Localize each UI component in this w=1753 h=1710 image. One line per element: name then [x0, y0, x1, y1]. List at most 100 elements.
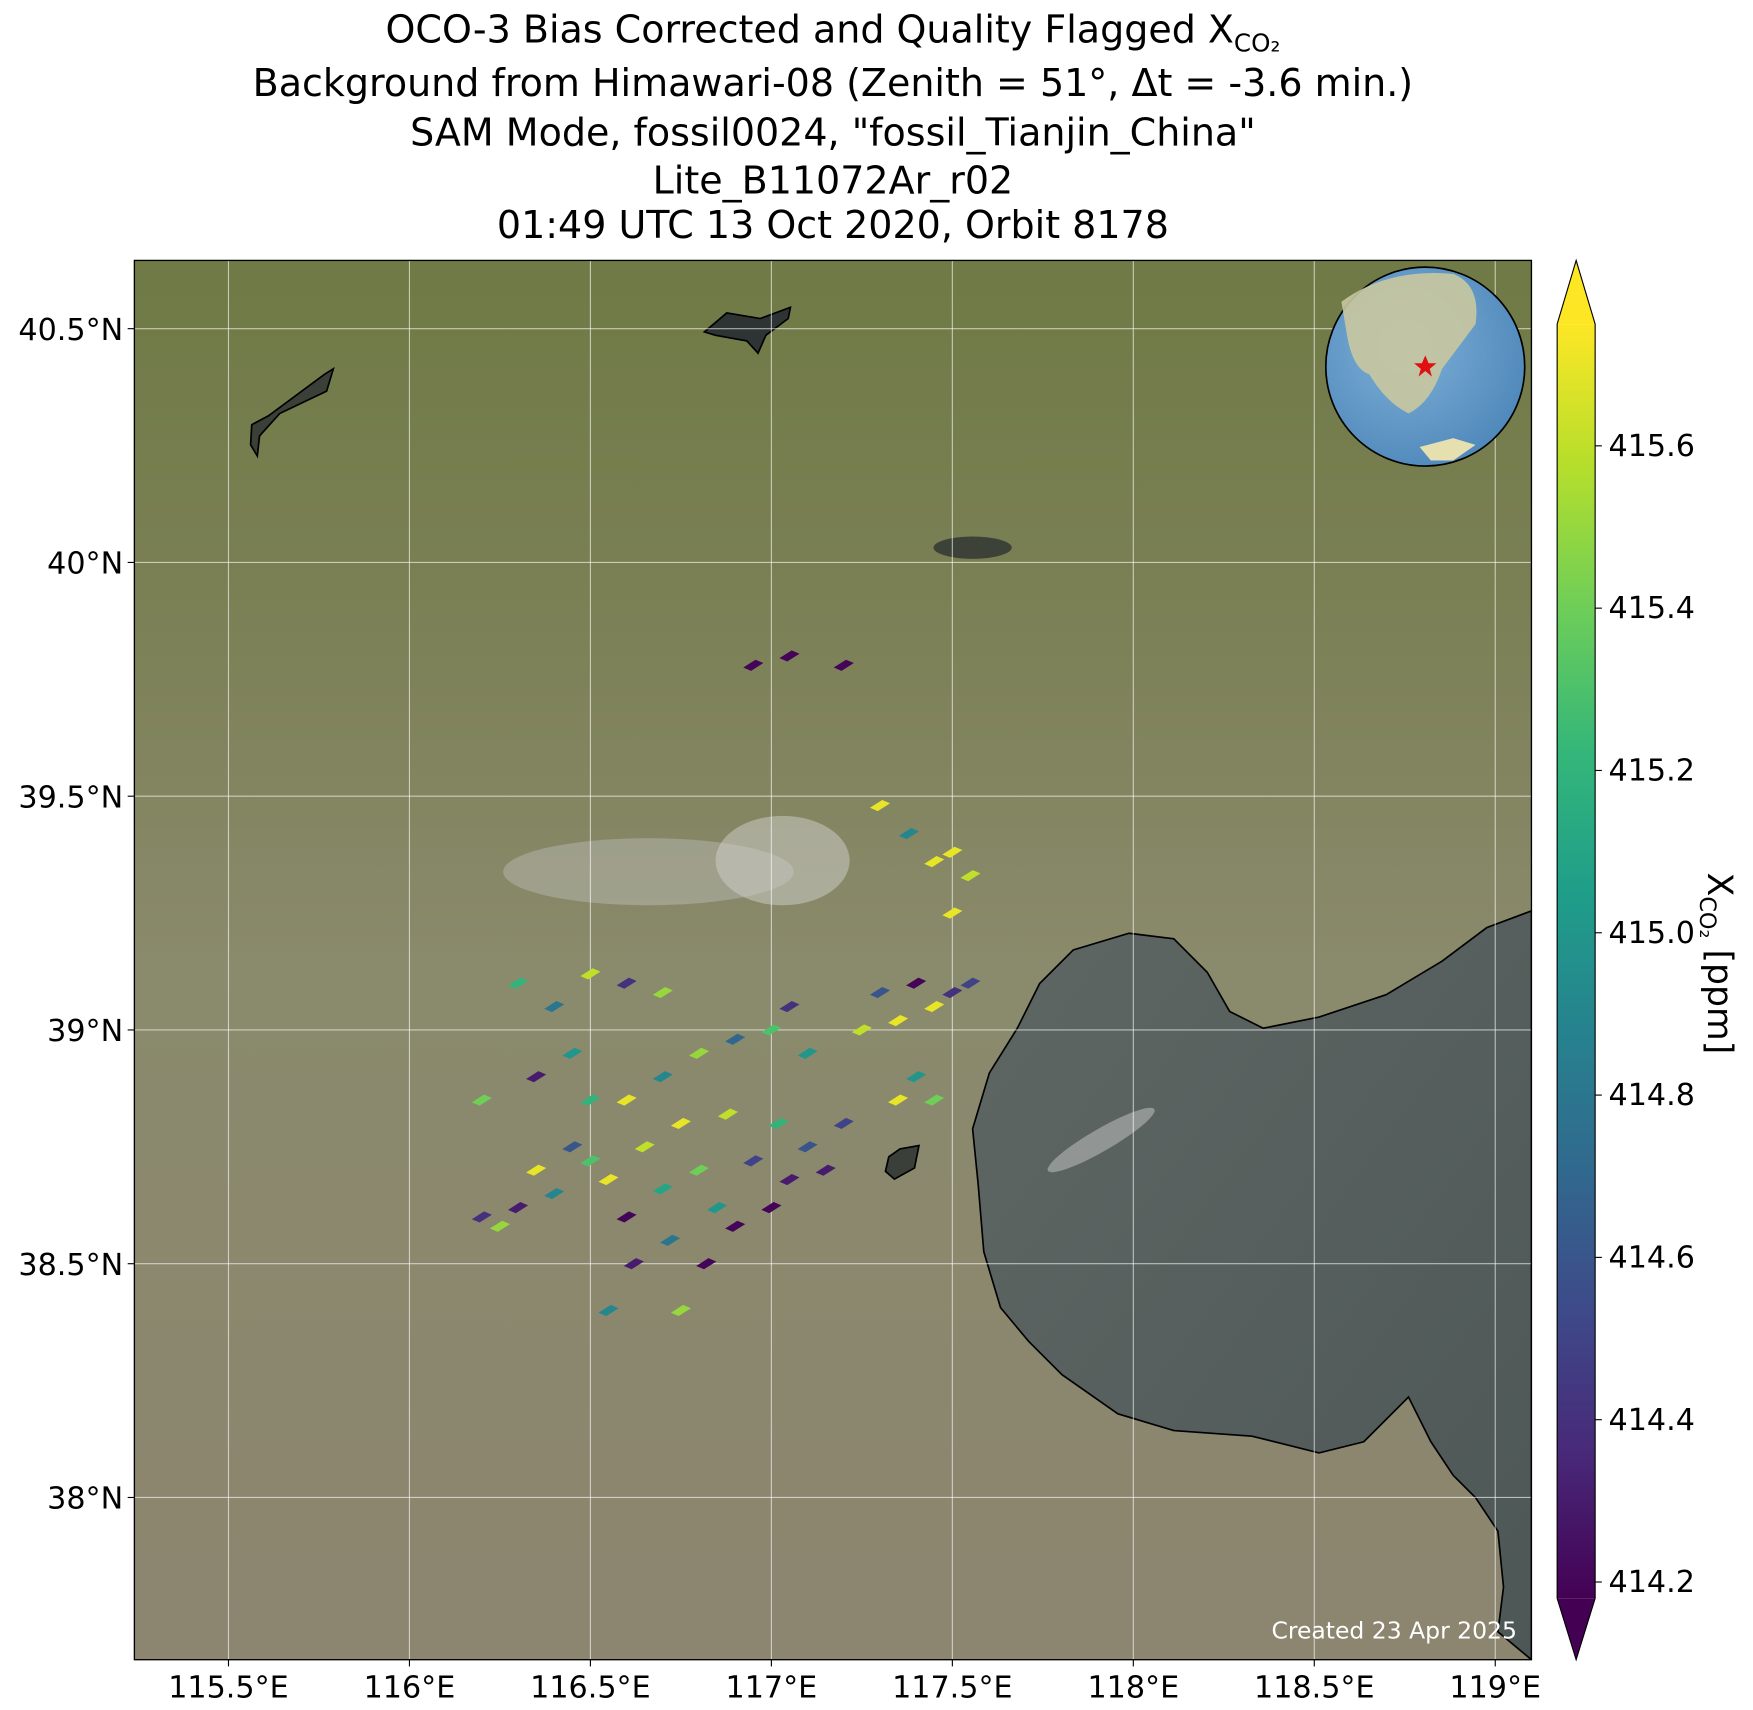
- footprint: [888, 1015, 909, 1027]
- x-tick-label: 118°E: [1087, 1671, 1179, 1706]
- y-tick-label: 40.5°N: [18, 313, 123, 348]
- footprint: [652, 1183, 673, 1195]
- y-tick-label: 39°N: [47, 1014, 123, 1049]
- title-line: OCO-3 Bias Corrected and Quality Flagged…: [386, 7, 1281, 57]
- map-frame: [133, 259, 1533, 1661]
- footprint: [507, 1202, 529, 1214]
- colorbar-tick-label: 415.2: [1609, 754, 1695, 789]
- y-tick-label: 38.5°N: [18, 1248, 123, 1283]
- footprint: [562, 1047, 583, 1059]
- footprint: [598, 1304, 619, 1317]
- title-text: SAM Mode, fossil0024, "fossil_Tianjin_Ch…: [410, 110, 1256, 154]
- colorbar: 414.2 414.4 414.6 414.8 415.0 415.2 415.4 415.6…: [1556, 258, 1739, 1662]
- colorbar-body: [1557, 324, 1596, 1599]
- title-line: SAM Mode, fossil0024, "fossil_Tianjin_Ch…: [410, 110, 1256, 154]
- footprint: [851, 1024, 872, 1036]
- site-marker: [1414, 355, 1437, 377]
- colorbar-label-text: X: [1699, 873, 1739, 897]
- x-tick-label: 118.5°E: [1254, 1671, 1374, 1706]
- x-tick-label: 116.5°E: [530, 1671, 650, 1706]
- lake: [933, 536, 1012, 559]
- footprint: [779, 1173, 800, 1186]
- colorbar-tick-label: 415.4: [1609, 591, 1695, 626]
- footprint: [507, 977, 529, 989]
- footprint: [898, 828, 919, 840]
- y-tick-label: 38°N: [47, 1482, 123, 1517]
- cloud: [1047, 1107, 1155, 1173]
- footprint: [634, 1141, 655, 1153]
- footprint: [616, 977, 637, 989]
- footprint: [659, 1234, 681, 1246]
- footprint: [942, 986, 963, 999]
- footprint: [616, 1211, 637, 1223]
- inset-globe: [1324, 266, 1526, 467]
- footprint: [688, 1047, 710, 1059]
- footprint: [652, 986, 673, 999]
- title-line: Lite_B11072Ar_r02: [653, 158, 1014, 202]
- footprint: [924, 1094, 945, 1106]
- landmass: [1341, 273, 1477, 414]
- colorbar-extend-min: [1557, 1598, 1596, 1660]
- footprints: [471, 650, 981, 1317]
- footprint: [869, 986, 891, 999]
- footprint: [743, 659, 764, 671]
- footprint: [725, 1220, 746, 1232]
- footprint: [652, 1071, 673, 1083]
- title-text: Background from Himawari-08 (Zenith = 51…: [253, 61, 1413, 105]
- footprint: [906, 1071, 927, 1083]
- footprint: [580, 968, 601, 980]
- footprint: [725, 1033, 746, 1045]
- footprint: [924, 856, 945, 868]
- map-area: Created 23 Apr 2025: [134, 260, 1532, 1660]
- footprint: [924, 1000, 945, 1013]
- footprint: [768, 1117, 789, 1130]
- footprint: [960, 977, 981, 989]
- colorbar-label-subscript: CO₂: [1694, 896, 1720, 938]
- footprint: [761, 1024, 782, 1036]
- footprint: [688, 1164, 710, 1176]
- footprint: [562, 1141, 583, 1153]
- reservoir: [249, 366, 335, 459]
- footprint: [580, 1155, 601, 1167]
- footprint: [869, 799, 891, 812]
- title-line: 01:49 UTC 13 Oct 2020, Orbit 8178: [497, 203, 1169, 247]
- x-tick-label: 119°E: [1449, 1671, 1541, 1706]
- landmass: [1419, 438, 1476, 461]
- footprint: [779, 650, 800, 662]
- x-tick-label: 115.5°E: [168, 1671, 288, 1706]
- reservoir: [702, 306, 792, 355]
- colorbar-extend-max: [1557, 260, 1596, 325]
- footprint: [960, 870, 981, 882]
- footprint: [616, 1094, 637, 1106]
- colorbar-tick-label: 415.6: [1609, 429, 1695, 464]
- title-subscript: CO₂: [1234, 28, 1280, 57]
- title-line: Background from Himawari-08 (Zenith = 51…: [253, 61, 1413, 105]
- footprint: [942, 846, 963, 858]
- title-text: 01:49 UTC 13 Oct 2020, Orbit 8178: [497, 203, 1169, 247]
- footprint: [815, 1164, 836, 1176]
- footprint: [471, 1094, 492, 1106]
- footprint: [526, 1071, 547, 1083]
- colorbar-tick-label: 415.0: [1609, 916, 1695, 951]
- title-text: Lite_B11072Ar_r02: [653, 158, 1014, 202]
- footprint: [761, 1202, 782, 1214]
- title-block: OCO-3 Bias Corrected and Quality Flagged…: [253, 7, 1413, 247]
- footprint: [544, 1187, 565, 1200]
- footprint: [526, 1164, 547, 1176]
- footprint: [670, 1304, 691, 1317]
- footprint: [471, 1211, 492, 1223]
- footprint: [888, 1094, 909, 1106]
- colorbar-tick-label: 414.8: [1609, 1078, 1695, 1113]
- cloud: [715, 815, 850, 906]
- y-tick-label: 39.5°N: [18, 780, 123, 815]
- axes: 115.5°E 116°E 116.5°E 117°E 117.5°E 118°E 118.…: [18, 313, 1541, 1706]
- credit: Created 23 Apr 2025: [1271, 1616, 1516, 1644]
- colorbar-tick-label: 414.2: [1609, 1565, 1695, 1600]
- footprint: [489, 1220, 510, 1232]
- bohai-sea: [971, 909, 1532, 1660]
- footprint: [779, 1000, 800, 1013]
- colorbar-tick-label: 414.6: [1609, 1240, 1695, 1275]
- footprint: [743, 1155, 764, 1167]
